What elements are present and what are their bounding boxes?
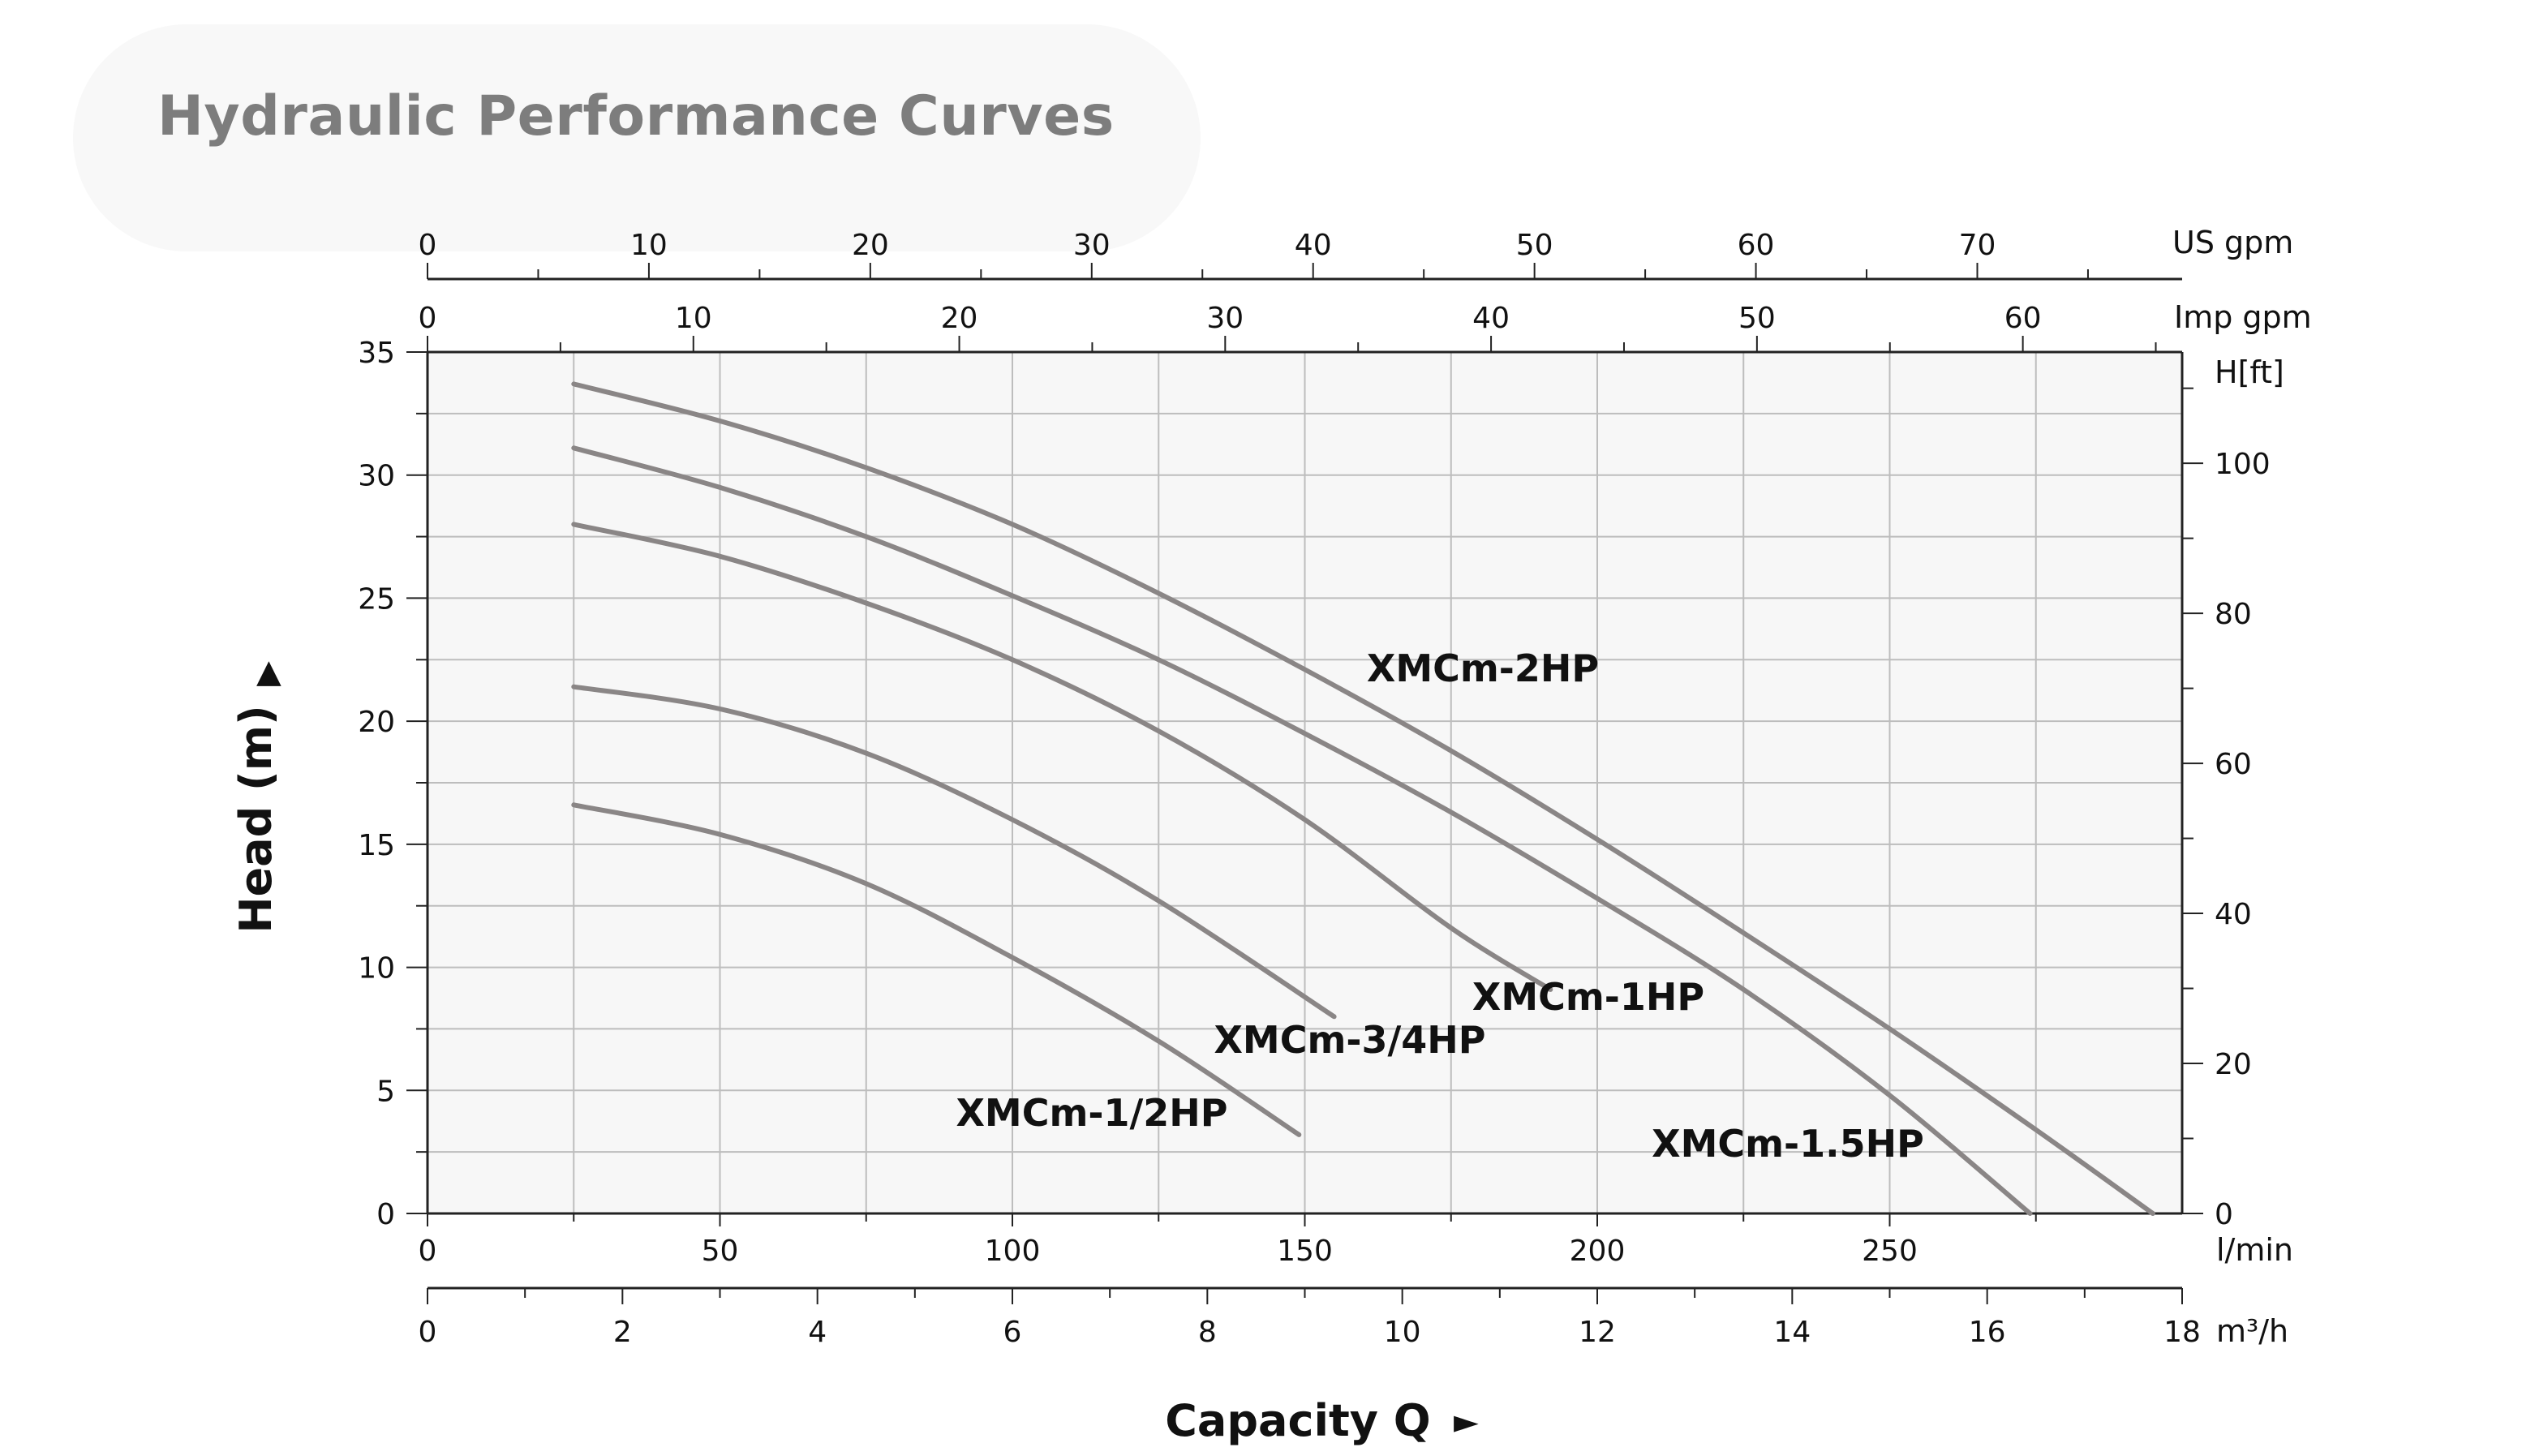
y-tick-label: 35 bbox=[358, 337, 395, 370]
imp-gpm-tick-label: 10 bbox=[675, 302, 712, 335]
m3h-tick-label: 14 bbox=[1773, 1316, 1811, 1349]
m3h-tick-label: 0 bbox=[419, 1316, 437, 1349]
x-unit-label: l/min bbox=[2216, 1232, 2293, 1268]
series-label-xmcm-3-4hp: XMCm-3/4HP bbox=[1214, 1018, 1485, 1062]
us-gpm-unit-label: US gpm bbox=[2172, 225, 2293, 260]
x-axis-arrow-icon: ► bbox=[1454, 1403, 1479, 1441]
title-background bbox=[73, 24, 1201, 251]
curve-xmcm-1-5hp bbox=[571, 445, 2033, 1216]
ft-tick-label: 20 bbox=[2215, 1048, 2252, 1081]
m3h-tick-label: 2 bbox=[613, 1316, 632, 1349]
us-gpm-tick-label: 0 bbox=[419, 229, 437, 262]
imp-gpm-tick-label: 0 bbox=[419, 302, 437, 335]
x-tick-label: 200 bbox=[1570, 1235, 1626, 1268]
ft-tick-label: 60 bbox=[2215, 748, 2252, 781]
imp-gpm-tick-label: 30 bbox=[1206, 302, 1244, 335]
y-tick-label: 5 bbox=[376, 1075, 395, 1108]
ft-tick-label: 0 bbox=[2215, 1198, 2233, 1231]
series-label-xmcm-1-2hp: XMCm-1/2HP bbox=[956, 1091, 1227, 1135]
x-axis-title: Capacity Q bbox=[1165, 1395, 1430, 1446]
curve-xmcm-1-2hp bbox=[571, 802, 1302, 1137]
us-gpm-tick-label: 10 bbox=[630, 229, 668, 262]
x-tick-label: 0 bbox=[419, 1235, 437, 1268]
m3h-tick-label: 8 bbox=[1198, 1316, 1217, 1349]
y-tick-label: 30 bbox=[358, 460, 395, 493]
y-tick-label: 20 bbox=[358, 706, 395, 739]
m3h-tick-label: 18 bbox=[2163, 1316, 2201, 1349]
imp-gpm-unit-label: Imp gpm bbox=[2174, 299, 2312, 335]
x-tick-label: 100 bbox=[985, 1235, 1041, 1268]
curve-xmcm-2hp bbox=[571, 381, 2155, 1216]
series-label-xmcm-1-5hp: XMCm-1.5HP bbox=[1652, 1122, 1924, 1166]
y-tick-label: 25 bbox=[358, 582, 395, 616]
ft-tick-label: 100 bbox=[2215, 448, 2271, 481]
ft-tick-label: 40 bbox=[2215, 898, 2252, 931]
ft-tick-label: 80 bbox=[2215, 598, 2252, 631]
m3h-unit-label: m³/h bbox=[2216, 1313, 2288, 1349]
imp-gpm-tick-label: 50 bbox=[1738, 302, 1776, 335]
y-tick-label: 10 bbox=[358, 952, 395, 986]
y-axis-arrow-icon: ▲ bbox=[256, 653, 281, 690]
curve-xmcm-3-4hp bbox=[571, 684, 1337, 1020]
us-gpm-tick-label: 20 bbox=[852, 229, 889, 262]
us-gpm-tick-label: 40 bbox=[1295, 229, 1332, 262]
grid bbox=[428, 352, 2182, 1213]
us-gpm-tick-label: 60 bbox=[1738, 229, 1775, 262]
x-tick-label: 250 bbox=[1862, 1235, 1918, 1268]
x-tick-label: 50 bbox=[702, 1235, 739, 1268]
m3h-tick-label: 12 bbox=[1579, 1316, 1616, 1349]
y-tick-label: 15 bbox=[358, 829, 395, 862]
m3h-tick-label: 10 bbox=[1384, 1316, 1421, 1349]
us-gpm-tick-label: 50 bbox=[1516, 229, 1553, 262]
y-axis-title: Head (m) bbox=[230, 705, 281, 933]
imp-gpm-tick-label: 60 bbox=[2004, 302, 2042, 335]
y-tick-label: 0 bbox=[376, 1198, 395, 1231]
m3h-tick-label: 6 bbox=[1003, 1316, 1022, 1349]
imp-gpm-tick-label: 40 bbox=[1472, 302, 1510, 335]
ft-unit-label: H[ft] bbox=[2215, 354, 2284, 390]
page-title: Hydraulic Performance Curves bbox=[157, 84, 1115, 148]
series-group bbox=[571, 381, 2155, 1216]
curve-xmcm-1hp bbox=[571, 522, 1553, 992]
m3h-tick-label: 4 bbox=[808, 1316, 827, 1349]
series-label-xmcm-1hp: XMCm-1HP bbox=[1472, 975, 1704, 1019]
us-gpm-tick-label: 30 bbox=[1073, 229, 1111, 262]
x-tick-label: 150 bbox=[1277, 1235, 1333, 1268]
series-label-xmcm-2hp: XMCm-2HP bbox=[1367, 646, 1599, 690]
us-gpm-tick-label: 70 bbox=[1959, 229, 1996, 262]
m3h-tick-label: 16 bbox=[1969, 1316, 2006, 1349]
imp-gpm-tick-label: 20 bbox=[941, 302, 978, 335]
